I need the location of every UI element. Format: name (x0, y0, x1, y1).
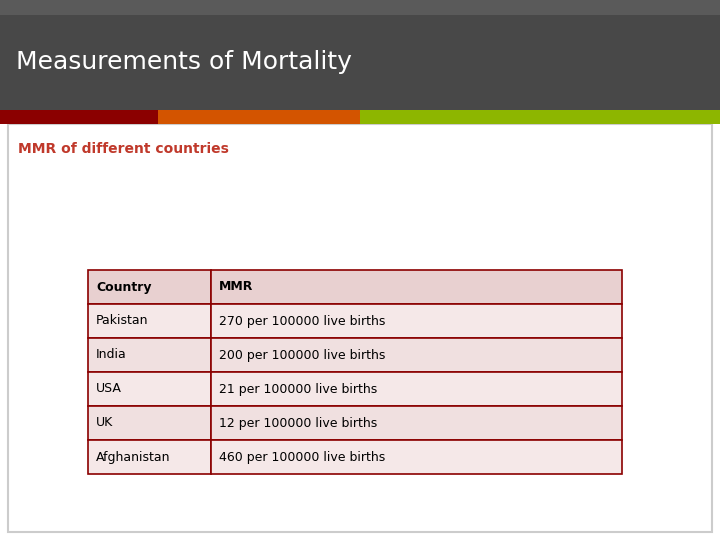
Text: 270 per 100000 live births: 270 per 100000 live births (219, 314, 385, 327)
Text: UK: UK (96, 416, 113, 429)
Bar (158, 110, 360, 124)
Bar (88, 304, 211, 338)
Text: Measurements of Mortality: Measurements of Mortality (16, 51, 352, 75)
Bar (211, 406, 622, 440)
Bar (88, 440, 211, 474)
Bar (0, 15, 720, 110)
Bar (88, 270, 211, 304)
Bar (88, 372, 211, 406)
Bar (8, 124, 712, 532)
Text: Afghanistan: Afghanistan (96, 450, 171, 463)
Bar (88, 338, 211, 372)
Bar (88, 406, 211, 440)
Bar (211, 304, 622, 338)
Text: 12 per 100000 live births: 12 per 100000 live births (219, 416, 377, 429)
Text: 21 per 100000 live births: 21 per 100000 live births (219, 382, 377, 395)
Bar (211, 338, 622, 372)
Text: Country: Country (96, 280, 151, 294)
Text: 200 per 100000 live births: 200 per 100000 live births (219, 348, 385, 361)
Bar (0, 0, 720, 15)
Bar (211, 270, 622, 304)
Bar (360, 110, 720, 124)
Text: 460 per 100000 live births: 460 per 100000 live births (219, 450, 385, 463)
Text: MMR: MMR (219, 280, 253, 294)
Bar (211, 372, 622, 406)
Text: USA: USA (96, 382, 122, 395)
Text: MMR of different countries: MMR of different countries (18, 142, 229, 156)
Text: Pakistan: Pakistan (96, 314, 148, 327)
Bar (211, 440, 622, 474)
Text: India: India (96, 348, 127, 361)
Bar (0, 110, 158, 124)
